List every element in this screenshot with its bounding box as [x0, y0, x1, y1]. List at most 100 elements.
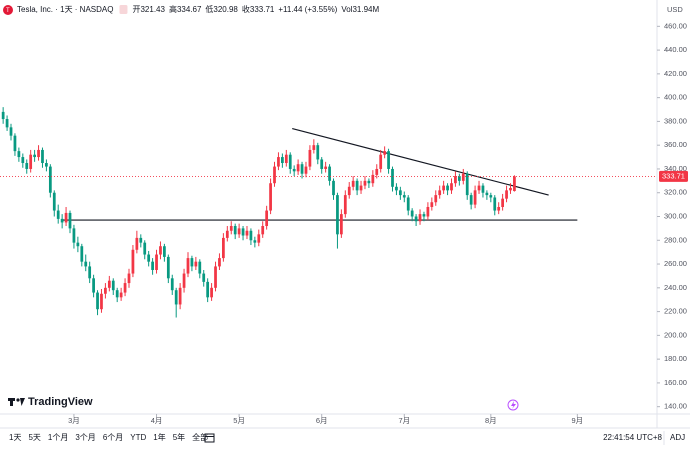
candle-body — [332, 180, 335, 196]
candle-body — [304, 166, 308, 174]
candle-body — [13, 135, 17, 152]
period-button[interactable]: 5年 — [173, 432, 185, 442]
y-tick-label: 240.00 — [664, 283, 687, 292]
period-button[interactable]: 1年 — [153, 432, 165, 442]
currency: USD — [667, 5, 683, 14]
candle-body — [222, 237, 225, 259]
adjust[interactable]: ADJ — [670, 433, 685, 442]
y-tick-label: 200.00 — [664, 330, 687, 339]
candle-body — [218, 258, 221, 267]
logo-mark: T — [6, 8, 10, 14]
y-tick-label: 360.00 — [664, 140, 687, 149]
candle-body — [84, 261, 88, 267]
candle-body — [501, 198, 504, 207]
y-tick-label: 260.00 — [664, 259, 687, 268]
brand: TradingView — [28, 396, 93, 408]
candle-body — [21, 157, 25, 164]
candle-body — [265, 210, 269, 227]
candle-body — [505, 190, 508, 199]
candle-body — [371, 174, 375, 184]
candle-body — [253, 240, 257, 243]
candle-body — [25, 163, 29, 169]
candle-body — [45, 163, 48, 167]
y-tick-label: 140.00 — [664, 402, 687, 411]
candle-body — [402, 195, 406, 198]
candle-body — [257, 234, 261, 243]
candle-body — [131, 249, 135, 274]
candle-body — [245, 230, 249, 236]
y-tick-label: 340.00 — [664, 164, 687, 173]
candle-body — [190, 258, 194, 267]
alert-bolt — [511, 401, 516, 409]
candle-body — [170, 278, 174, 291]
candle-body — [9, 127, 13, 136]
candle-body — [92, 278, 95, 293]
candles — [1, 107, 516, 318]
y-tick-label: 400.00 — [664, 93, 687, 102]
candle-body — [485, 192, 489, 196]
candle-body — [194, 261, 198, 267]
period-button[interactable]: 3个月 — [75, 433, 95, 442]
candle-body — [509, 187, 512, 191]
candle-body — [147, 254, 151, 262]
x-tick-label: 6月 — [316, 416, 328, 425]
legend-value: 333.71 — [250, 5, 275, 14]
candle-body — [111, 280, 115, 291]
candle-body — [48, 166, 52, 193]
candle-body — [37, 149, 40, 158]
candle-body — [442, 185, 446, 191]
y-tick-label: 460.00 — [664, 21, 687, 30]
candle-body — [351, 180, 355, 187]
candle-body — [127, 273, 131, 284]
alert-icon[interactable] — [507, 399, 519, 411]
period-button[interactable]: 5天 — [28, 433, 40, 442]
candle-body — [202, 273, 206, 282]
y-tick-label: 420.00 — [664, 69, 687, 78]
legend-change: +11.44 (+3.55%) — [278, 5, 337, 14]
candle-body — [406, 197, 410, 211]
candle-body — [457, 176, 461, 181]
candle-body — [261, 226, 265, 235]
period-button[interactable]: 1个月 — [48, 433, 68, 442]
candle-body — [233, 226, 237, 235]
legend-label: 收 — [242, 4, 250, 14]
candle-body — [300, 164, 304, 174]
candle-body — [119, 292, 123, 298]
candle-body — [96, 292, 99, 310]
candle-body — [284, 154, 288, 164]
candle-body — [426, 206, 430, 217]
candle-body — [339, 214, 343, 235]
y-tick-label: 180.00 — [664, 354, 687, 363]
legend-label: 开 — [132, 5, 140, 14]
candle-body — [155, 254, 158, 270]
period-button[interactable]: YTD — [130, 433, 146, 442]
candle-body — [324, 166, 328, 169]
candle-body — [186, 258, 190, 274]
candle-body — [328, 166, 331, 181]
candle-body — [17, 151, 21, 158]
candle-body — [296, 164, 300, 172]
candle-body — [391, 168, 394, 187]
candle-body — [461, 173, 465, 181]
candle-body — [100, 293, 103, 310]
candle-body — [493, 197, 497, 211]
y-tick-label: 320.00 — [664, 188, 687, 197]
period-button[interactable]: 全部 — [192, 432, 208, 442]
calendar-icon[interactable] — [204, 433, 215, 443]
menu-badge[interactable] — [119, 5, 128, 14]
candle-body — [473, 190, 477, 205]
candle-body — [343, 195, 347, 215]
candle-body — [355, 180, 359, 191]
candle-body — [375, 168, 379, 175]
candle-body — [68, 212, 72, 229]
x-tick-label: 8月 — [485, 416, 497, 425]
period-button[interactable]: 6个月 — [103, 433, 123, 442]
last-price-label: 333.71 — [662, 171, 685, 180]
candle-body — [151, 261, 154, 270]
candle-body — [469, 195, 473, 205]
candle-body — [398, 190, 402, 196]
period-button[interactable]: 1天 — [9, 433, 21, 442]
candle-body — [123, 283, 127, 293]
candle-body — [182, 273, 186, 288]
